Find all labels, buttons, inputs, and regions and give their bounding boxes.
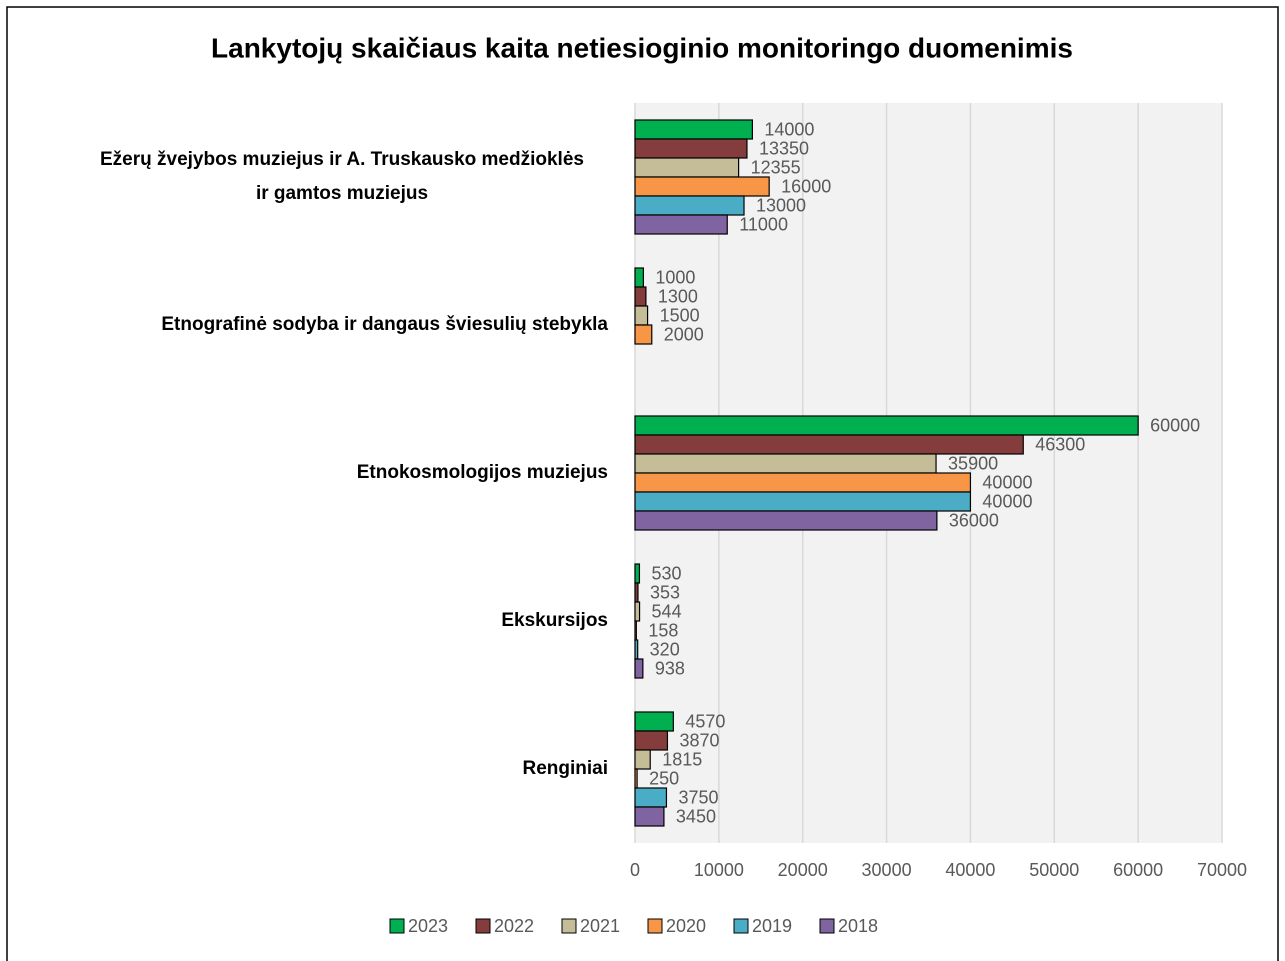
- x-tick-label: 70000: [1197, 860, 1247, 880]
- legend-label: 2021: [580, 916, 620, 936]
- bar: [634, 806, 665, 827]
- bar: [634, 453, 937, 474]
- chart-title: Lankytojų skaičiaus kaita netiesioginio …: [211, 32, 1073, 63]
- legend-label: 2020: [666, 916, 706, 936]
- legend-swatch: [819, 918, 835, 934]
- bar: [634, 434, 1024, 455]
- category-label: Renginiai: [522, 758, 608, 779]
- value-label: 4570: [685, 711, 725, 731]
- bar: [634, 415, 1139, 436]
- value-label: 16000: [781, 176, 831, 196]
- x-tick-label: 10000: [694, 860, 744, 880]
- bar: [634, 472, 972, 493]
- bar: [634, 639, 639, 660]
- value-label: 544: [652, 601, 682, 621]
- value-label: 40000: [982, 472, 1032, 492]
- value-label: 353: [650, 582, 680, 602]
- legend-swatch: [389, 918, 405, 934]
- x-tick-label: 0: [630, 860, 640, 880]
- value-label: 320: [650, 639, 680, 659]
- bar: [634, 267, 644, 288]
- value-label: 3450: [676, 806, 716, 826]
- bar: [634, 176, 770, 197]
- bar: [634, 214, 728, 235]
- legend-swatch: [733, 918, 749, 934]
- bar: [634, 510, 938, 531]
- bar: [634, 195, 745, 216]
- value-label: 40000: [982, 491, 1032, 511]
- bar: [634, 658, 644, 679]
- value-label: 13000: [756, 195, 806, 215]
- legend-swatch: [561, 918, 577, 934]
- bar: [634, 730, 669, 751]
- x-tick-label: 20000: [778, 860, 828, 880]
- bar: [634, 620, 637, 641]
- category-label: Etnografinė sodyba ir dangaus šviesulių …: [161, 314, 608, 335]
- bar: [634, 305, 649, 326]
- legend-label: 2019: [752, 916, 792, 936]
- value-label: 11000: [739, 214, 788, 234]
- bar: [634, 119, 754, 140]
- category-label: Ežerų žvejybos muziejus ir A. Truskausko…: [100, 149, 584, 204]
- bar: [634, 563, 641, 584]
- category-label: Ekskursijos: [501, 610, 608, 631]
- bar: [634, 286, 647, 307]
- legend-label: 2018: [838, 916, 878, 936]
- value-label: 938: [655, 658, 685, 678]
- value-label: 1500: [660, 305, 700, 325]
- value-label: 3750: [678, 787, 718, 807]
- bar: [634, 138, 748, 159]
- legend-swatch: [647, 918, 663, 934]
- bar: [634, 768, 638, 789]
- value-label: 12355: [751, 157, 801, 177]
- bar: [634, 491, 972, 512]
- value-label: 3870: [679, 730, 719, 750]
- value-label: 250: [649, 768, 679, 788]
- legend-label: 2023: [408, 916, 448, 936]
- legend-label: 2022: [494, 916, 534, 936]
- x-tick-label: 50000: [1029, 860, 1079, 880]
- bar: [634, 324, 653, 345]
- x-tick-label: 60000: [1113, 860, 1163, 880]
- bar: [634, 787, 668, 808]
- value-label: 2000: [664, 324, 704, 344]
- bar: [634, 157, 740, 178]
- category-label: Etnokosmologijos muziejus: [357, 462, 608, 483]
- bar: [634, 711, 674, 732]
- bar: [634, 601, 641, 622]
- value-label: 36000: [949, 510, 999, 530]
- value-label: 1300: [658, 286, 698, 306]
- bar: [634, 582, 639, 603]
- bar: [634, 749, 651, 770]
- value-label: 46300: [1035, 434, 1085, 454]
- value-label: 1000: [655, 267, 695, 287]
- value-label: 35900: [948, 453, 998, 473]
- value-label: 1815: [662, 749, 702, 769]
- value-label: 60000: [1150, 415, 1200, 435]
- x-tick-label: 40000: [945, 860, 995, 880]
- value-label: 158: [648, 620, 678, 640]
- x-tick-label: 30000: [862, 860, 912, 880]
- legend-swatch: [475, 918, 491, 934]
- value-label: 13350: [759, 138, 809, 158]
- value-label: 14000: [764, 119, 814, 139]
- value-label: 530: [651, 563, 681, 583]
